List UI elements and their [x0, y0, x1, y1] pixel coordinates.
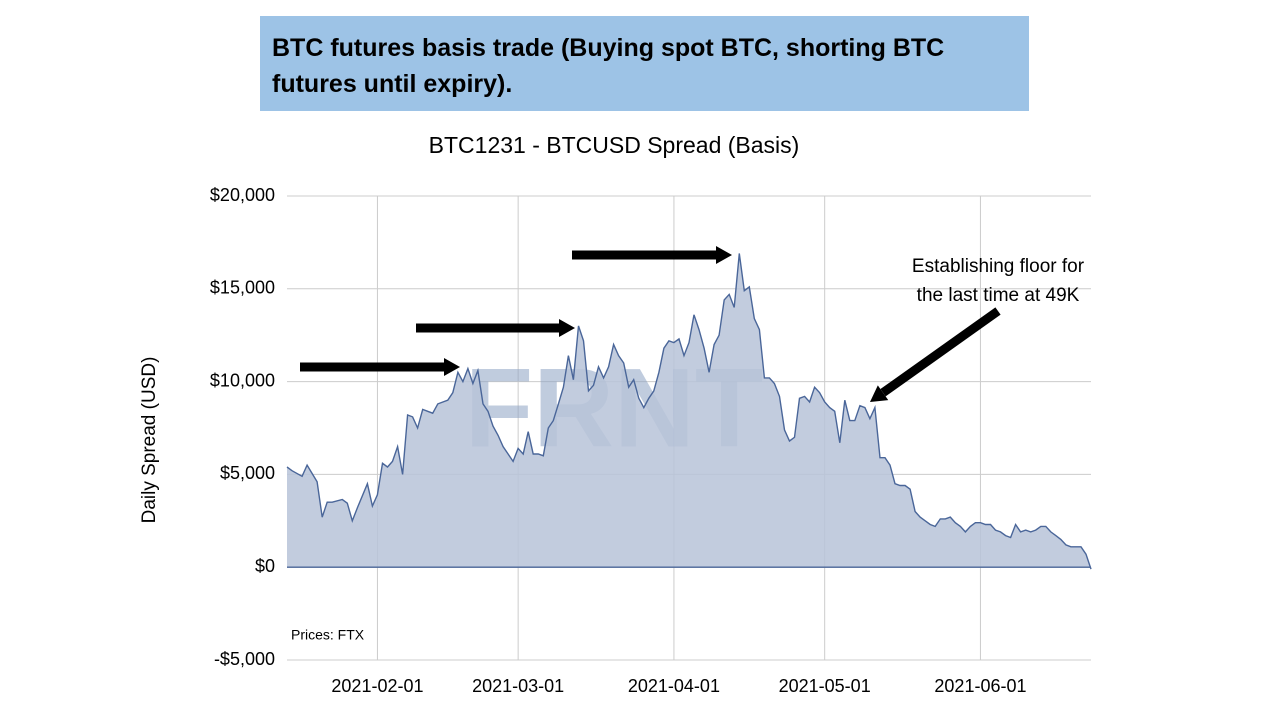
arrow: [300, 358, 460, 376]
x-tick-label: 2021-03-01: [472, 676, 564, 696]
x-tick-label: 2021-02-01: [331, 676, 423, 696]
arrow-head: [559, 319, 575, 337]
arrow-head: [716, 246, 732, 264]
chart-title: BTC1231 - BTCUSD Spread (Basis): [429, 132, 800, 158]
annotation: Establishing floor for: [912, 256, 1085, 277]
y-tick-label: -$5,000: [214, 649, 275, 669]
arrow-head: [444, 358, 460, 376]
annotation: the last time at 49K: [917, 285, 1080, 306]
y-tick-label: $20,000: [210, 185, 275, 205]
arrow: [572, 246, 732, 264]
arrow: [870, 307, 1001, 402]
header-banner: BTC futures basis trade (Buying spot BTC…: [260, 16, 1029, 111]
y-axis-label: Daily Spread (USD): [139, 357, 160, 524]
x-tick-label: 2021-06-01: [934, 676, 1026, 696]
arrow: [416, 319, 575, 337]
area: [287, 253, 1091, 570]
arrow-shaft: [880, 307, 1001, 397]
source-note: Prices: FTX: [291, 627, 365, 643]
y-tick-label: $0: [255, 556, 275, 576]
y-tick-label: $5,000: [220, 463, 275, 483]
x-tick-label: 2021-05-01: [779, 676, 871, 696]
y-tick-label: $15,000: [210, 278, 275, 298]
x-tick-label: 2021-04-01: [628, 676, 720, 696]
arrow-head: [870, 385, 889, 402]
y-tick-label: $10,000: [210, 370, 275, 390]
line: [286, 253, 1092, 570]
